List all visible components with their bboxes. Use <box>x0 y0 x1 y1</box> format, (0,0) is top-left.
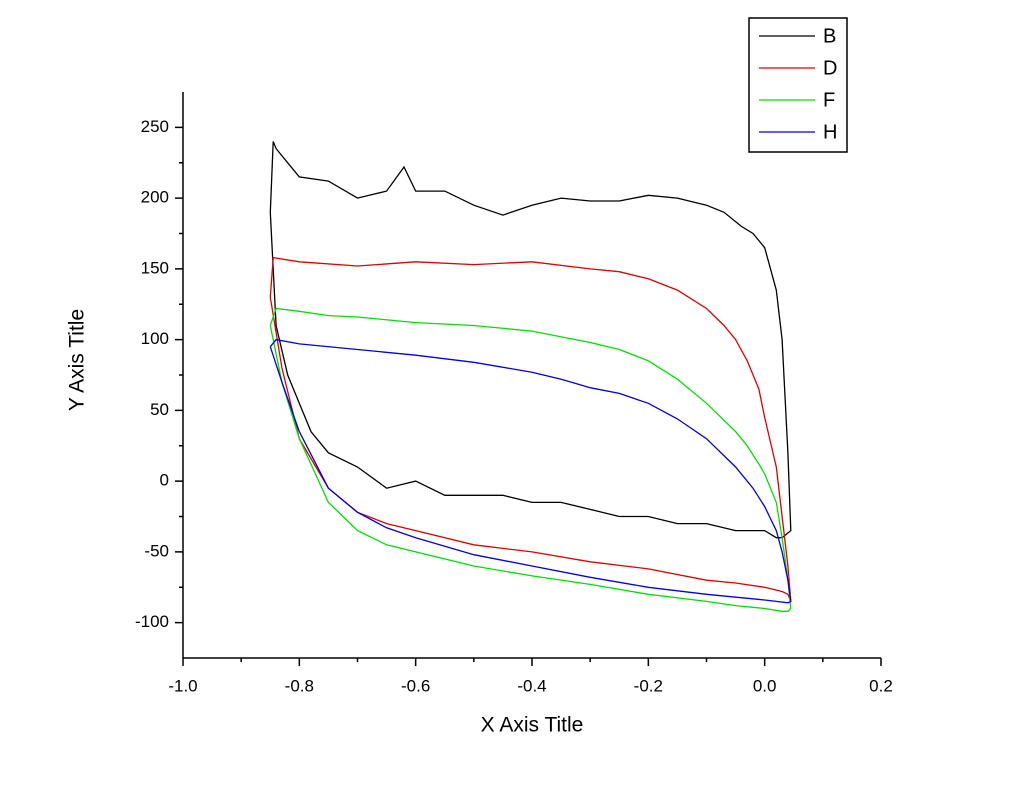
x-tick-label: -0.2 <box>634 676 663 695</box>
series-line <box>269 141 792 539</box>
legend-label: D <box>823 57 837 79</box>
x-tick-label: 0.2 <box>869 676 893 695</box>
y-tick-label: 0 <box>160 471 169 490</box>
x-tick-label: 0.0 <box>753 676 777 695</box>
y-tick-label: -50 <box>144 541 169 560</box>
series-line <box>269 256 792 602</box>
y-tick-label: -100 <box>135 612 169 631</box>
x-tick-label: -0.4 <box>517 676 546 695</box>
x-tick-label: -0.6 <box>401 676 430 695</box>
series-line <box>269 338 792 604</box>
x-axis-title: X Axis Title <box>481 714 584 737</box>
y-tick-label: 250 <box>141 117 169 136</box>
y-tick-label: 150 <box>141 258 169 277</box>
y-axis-title: Y Axis Title <box>66 309 89 411</box>
legend-box <box>748 17 848 153</box>
y-tick-label: 100 <box>141 329 169 348</box>
legend-label: F <box>823 89 835 111</box>
y-tick-label: 50 <box>150 400 169 419</box>
series-line <box>269 307 792 612</box>
y-tick-label: 200 <box>141 188 169 207</box>
legend-label: B <box>823 25 836 47</box>
x-tick-label: -1.0 <box>168 676 197 695</box>
legend-label: H <box>823 121 837 143</box>
x-tick-label: -0.8 <box>285 676 314 695</box>
